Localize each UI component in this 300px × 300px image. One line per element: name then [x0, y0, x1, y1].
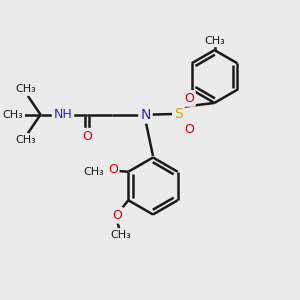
Text: CH₃: CH₃: [2, 110, 23, 120]
Text: CH₃: CH₃: [15, 135, 36, 145]
Text: CH₃: CH₃: [84, 167, 104, 177]
Text: CH₃: CH₃: [110, 230, 131, 240]
Text: O: O: [108, 163, 118, 176]
Text: N: N: [140, 108, 151, 122]
Text: O: O: [82, 130, 92, 143]
Text: CH₃: CH₃: [204, 35, 225, 46]
Text: NH: NH: [54, 108, 72, 121]
Text: S: S: [174, 107, 183, 121]
Text: CH₃: CH₃: [15, 84, 36, 94]
Text: O: O: [184, 123, 194, 136]
Text: O: O: [112, 209, 122, 222]
Text: O: O: [184, 92, 194, 105]
